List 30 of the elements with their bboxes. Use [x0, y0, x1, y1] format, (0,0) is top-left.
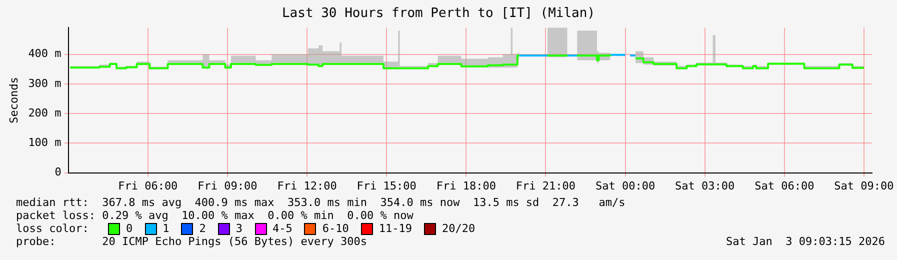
legend-label: 11-19 — [378, 222, 412, 235]
legend-label: 0 — [126, 222, 133, 235]
x-tick-label: Fri 18:00 — [436, 179, 496, 192]
y-tick-label: 300 m — [28, 76, 62, 90]
x-tick-label: Fri 15:00 — [356, 179, 416, 192]
x-tick-label: Sat 03:00 — [675, 179, 735, 192]
y-tick-label: 0 — [54, 166, 62, 179]
x-tick-label: Sat 09:00 — [834, 179, 894, 192]
x-tick-label: Fri 06:00 — [118, 179, 178, 192]
chart-title: Last 30 Hours from Perth to [IT] (Milan) — [282, 6, 596, 22]
text: packet loss: 0.29 % avg 10.00 % max 0.00 % min 0.00 % now — [16, 209, 414, 222]
text: Sat Jan 3 09:03:15 2026 — [726, 235, 885, 248]
text: probe: 20 ICMP Echo Pings (56 Bytes) every 300s — [16, 235, 367, 248]
y-tick-label: 200 m — [28, 106, 62, 120]
x-tick-label: Fri 21:00 — [516, 179, 576, 192]
legend-label: 4-5 — [272, 222, 292, 235]
legend-label: 20/20 — [442, 222, 476, 235]
x-tick-label: Sat 06:00 — [754, 179, 814, 192]
y-tick-label: 400 m — [28, 47, 62, 60]
legend-label: 1 — [162, 222, 170, 235]
legend-label: 2 — [199, 222, 206, 235]
legend-title: loss color: — [16, 222, 90, 235]
y-axis-title: Seconds — [7, 77, 20, 124]
legend-label: 6-10 — [322, 222, 349, 235]
text: median rtt: 367.8 ms avg 400.9 ms max 353.0 ms min 354.0 ms now 13.5 ms sd 27.3 am/s — [16, 196, 626, 209]
x-tick-label: Fri 12:00 — [277, 179, 337, 192]
x-tick-label: Sat 00:00 — [595, 179, 656, 192]
y-tick-label: 100 m — [28, 136, 62, 150]
x-tick-label: Fri 09:00 — [198, 179, 258, 192]
legend-label: 3 — [236, 222, 242, 235]
